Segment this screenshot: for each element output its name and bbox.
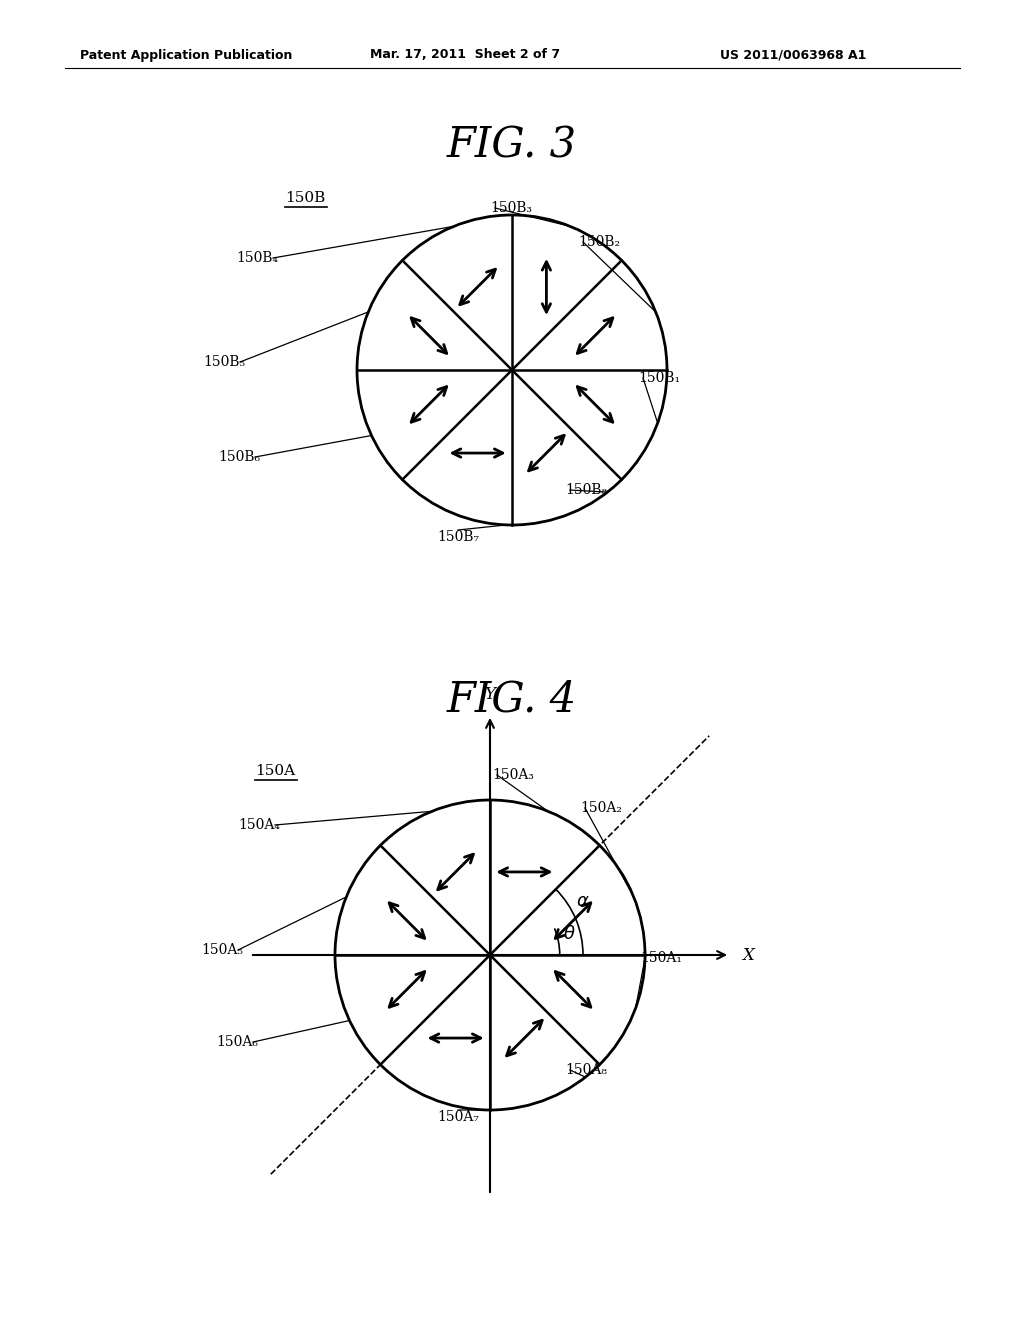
Text: 150B₈: 150B₈ [565, 483, 607, 498]
Text: 150A: 150A [255, 764, 295, 777]
Text: FIG. 4: FIG. 4 [446, 678, 578, 721]
Text: Mar. 17, 2011  Sheet 2 of 7: Mar. 17, 2011 Sheet 2 of 7 [370, 49, 560, 62]
Text: FIG. 3: FIG. 3 [446, 124, 578, 166]
Text: 150A₁: 150A₁ [640, 950, 682, 965]
Text: Patent Application Publication: Patent Application Publication [80, 49, 293, 62]
Text: 150A₅: 150A₅ [201, 942, 243, 957]
Text: 150A₆: 150A₆ [216, 1035, 258, 1049]
Text: 150B₂: 150B₂ [578, 235, 621, 249]
Text: 150B: 150B [285, 191, 326, 205]
Text: 150A₈: 150A₈ [565, 1063, 607, 1077]
Text: Y: Y [484, 686, 496, 704]
Text: 150A₇: 150A₇ [437, 1110, 479, 1125]
Text: 150A₃: 150A₃ [492, 768, 534, 781]
Text: 150B₄: 150B₄ [236, 251, 278, 265]
Text: 150A₂: 150A₂ [580, 801, 622, 814]
Text: 150B₇: 150B₇ [437, 531, 479, 544]
Text: 150B₃: 150B₃ [490, 201, 532, 215]
Text: 150B₆: 150B₆ [218, 450, 260, 465]
Text: X: X [742, 946, 754, 964]
Text: 150A₄: 150A₄ [239, 818, 280, 832]
Text: $\theta$: $\theta$ [563, 925, 575, 942]
Text: 150B₁: 150B₁ [638, 371, 680, 385]
Text: 150B₅: 150B₅ [203, 355, 245, 370]
Text: $\alpha$: $\alpha$ [575, 892, 589, 909]
Text: US 2011/0063968 A1: US 2011/0063968 A1 [720, 49, 866, 62]
